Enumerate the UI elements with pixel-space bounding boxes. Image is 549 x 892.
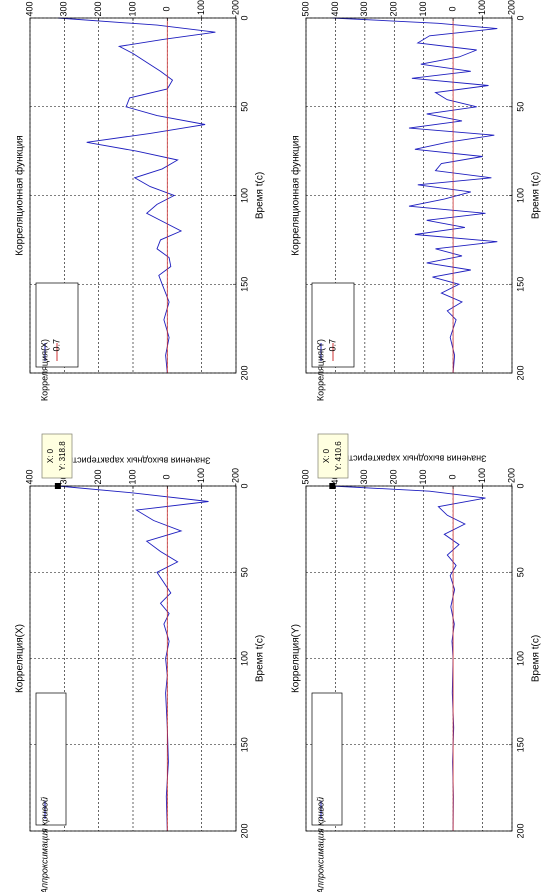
- x-tick-label: 200: [515, 823, 525, 838]
- x-tick-label: 100: [515, 651, 525, 666]
- chart-title: Корреляционная функция: [14, 135, 26, 255]
- x-tick-label: 0: [239, 15, 249, 20]
- y-tick-label: 200: [389, 1, 399, 16]
- y-tick-label: 100: [127, 1, 137, 16]
- datatip-x-label: X: 0: [46, 448, 55, 463]
- chart-title: Корреляционная функция: [290, 135, 302, 255]
- chart-panel-1: 0 50 100 150 200 -200 -100 0 100 200 300 400 Время t…: [14, 0, 266, 401]
- legend: Аппроксимация кривой: [35, 692, 67, 892]
- y-tick-label: -200: [506, 468, 516, 486]
- y-tick-label: 200: [93, 1, 103, 16]
- x-tick-label: 150: [515, 737, 525, 752]
- y-tick-label: -200: [230, 0, 240, 18]
- y-tick-label: -200: [506, 0, 516, 18]
- x-tick-label: 150: [239, 277, 249, 292]
- series-line-1: [332, 17, 498, 374]
- x-tick-label: 50: [239, 567, 249, 577]
- datatip-x-label: X: 0: [322, 448, 331, 463]
- x-tick-label: 100: [239, 651, 249, 666]
- y-tick-label: 300: [59, 1, 69, 16]
- x-tick-label: 0: [515, 15, 525, 20]
- datatip-marker: [329, 483, 336, 489]
- legend-entry: Корреляция(X): [39, 339, 49, 401]
- x-axis-label: Время t(c): [255, 172, 266, 219]
- y-tick-label: -100: [196, 0, 206, 18]
- legend-box: [35, 692, 67, 826]
- x-tick-label: 0: [515, 483, 525, 488]
- legend-box: [311, 692, 343, 826]
- datatip-marker: [54, 483, 61, 489]
- x-tick-label: 150: [239, 737, 249, 752]
- x-tick-label: 50: [239, 102, 249, 112]
- y-tick-label: 0: [448, 6, 458, 11]
- chart-title: Корреляция(Y): [291, 624, 302, 693]
- legend-entry: 0.7: [51, 339, 61, 352]
- datatip-y-label: Y: 410.6: [334, 441, 343, 471]
- y-tick-label: 200: [389, 469, 399, 484]
- y-tick-label: 400: [24, 1, 34, 16]
- x-tick-label: 150: [515, 277, 525, 292]
- datatip-box: [41, 433, 73, 479]
- chart-title: Корреляция(X): [15, 624, 26, 693]
- y-tick-label: 400: [24, 469, 34, 484]
- x-tick-label: 100: [515, 188, 525, 203]
- y-tick-label: 200: [93, 469, 103, 484]
- x-tick-label: 200: [239, 823, 249, 838]
- legend: Аппроксимация кривой: [311, 692, 343, 892]
- y-axis-label: Значения выходных характеристик Y: [55, 456, 210, 466]
- x-axis-label: Время t(c): [255, 635, 266, 682]
- x-tick-label: 0: [239, 483, 249, 488]
- x-axis-label: Время t(c): [531, 635, 542, 682]
- legend-entry: Аппроксимация кривой: [315, 797, 325, 892]
- y-tick-label: 100: [418, 1, 428, 16]
- datatip-box: [317, 433, 349, 479]
- y-axis-label: Значения выходных характеристик Y: [331, 454, 486, 464]
- legend-entry: 0.7: [327, 339, 337, 352]
- x-tick-label: 200: [515, 365, 525, 380]
- y-tick-label: 300: [359, 469, 369, 484]
- legend-entry: Аппроксимация кривой: [39, 797, 49, 892]
- legend: Корреляция(Y) 0.7: [311, 282, 355, 401]
- y-tick-label: -100: [477, 468, 487, 486]
- x-tick-label: 200: [239, 365, 249, 380]
- chart-panel-3: 0 50 100 150 200 -200 -100 0 100 200 300 400 500 Врем…: [290, 0, 542, 401]
- y-tick-label: 0: [448, 474, 458, 479]
- legend: Корреляция(X) 0.7: [35, 282, 79, 401]
- x-axis-label: Время t(c): [531, 172, 542, 219]
- series-line-1: [57, 485, 209, 832]
- x-tick-label: 50: [515, 102, 525, 112]
- x-tick-label: 100: [239, 188, 249, 203]
- y-tick-label: 400: [330, 1, 340, 16]
- y-tick-label: -100: [196, 468, 206, 486]
- y-tick-label: 500: [300, 1, 310, 16]
- series-line-1: [57, 17, 216, 374]
- legend-entry: Корреляция(Y): [315, 339, 325, 401]
- y-tick-label: 0: [162, 6, 172, 11]
- chart-panel-4: 050100150200-200-1000100200300400500Врем…: [291, 433, 542, 892]
- y-tick-label: 0: [162, 474, 172, 479]
- y-tick-label: 100: [127, 469, 137, 484]
- y-tick-label: 500: [300, 469, 310, 484]
- y-tick-label: -200: [230, 468, 240, 486]
- y-tick-label: 100: [418, 469, 428, 484]
- y-tick-label: -100: [477, 0, 487, 18]
- datatip-y-label: Y: 318.8: [58, 441, 67, 471]
- y-tick-label: 300: [359, 1, 369, 16]
- x-tick-label: 50: [515, 567, 525, 577]
